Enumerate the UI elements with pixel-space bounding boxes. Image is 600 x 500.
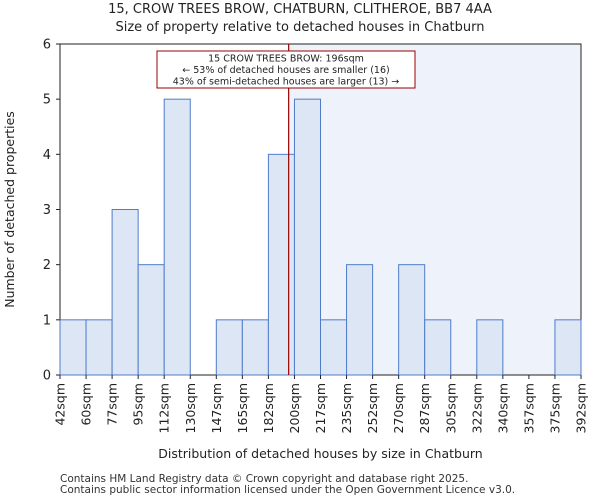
histogram-chart: 0 1 2 3 4 5 6 42sqm 60sqm 77sqm 95sqm 112sqm 130sqm 1… <box>2 38 589 462</box>
histogram-bar <box>267 153 295 376</box>
histogram-bar <box>163 98 191 376</box>
histogram-bar <box>241 319 269 376</box>
histogram-bar <box>346 264 374 376</box>
annotation-line: ← 53% of detached houses are smaller (16… <box>182 65 389 76</box>
chart-title: 15, CROW TREES BROW, CHATBURN, CLITHEROE… <box>108 2 492 17</box>
histogram-bar <box>476 319 504 376</box>
y-tick-label: 1 <box>43 313 51 328</box>
footer-copyright: Contains HM Land Registry data © Crown c… <box>60 473 469 485</box>
x-axis-title: Distribution of detached houses by size … <box>158 446 482 461</box>
x-tick-label: 305sqm <box>443 383 458 433</box>
x-tick-label: 217sqm <box>313 383 328 433</box>
x-tick-label: 287sqm <box>417 383 432 433</box>
x-tick-label: 182sqm <box>261 383 276 433</box>
chart-subtitle: Size of property relative to detached ho… <box>115 20 485 35</box>
histogram-bar <box>137 264 165 376</box>
x-tick-label: 357sqm <box>521 383 536 433</box>
histogram-bar <box>554 319 582 376</box>
x-tick-label: 42sqm <box>53 383 68 426</box>
y-tick-label: 6 <box>43 38 51 53</box>
x-tick-label: 200sqm <box>287 383 302 433</box>
x-tick-label: 270sqm <box>391 383 406 433</box>
x-tick-label: 322sqm <box>469 383 484 433</box>
histogram-bar <box>424 319 452 376</box>
x-tick-label: 165sqm <box>235 383 250 433</box>
x-tick-label: 77sqm <box>105 383 120 426</box>
y-tick-label: 0 <box>43 369 51 384</box>
y-tick-label: 2 <box>43 258 51 273</box>
y-tick-label: 3 <box>43 203 51 218</box>
histogram-bar <box>215 319 243 376</box>
histogram-bar <box>398 264 426 376</box>
footer-licence: Contains public sector information licen… <box>60 484 516 496</box>
x-tick-label: 60sqm <box>79 383 94 426</box>
y-tick-label: 5 <box>43 93 51 108</box>
annotation-line: 43% of semi-detached houses are larger (… <box>173 77 400 88</box>
histogram-bar <box>111 209 139 376</box>
x-tick-label: 235sqm <box>339 383 354 433</box>
y-tick-label: 4 <box>43 148 51 163</box>
x-tick-label: 112sqm <box>157 383 172 433</box>
histogram-bar <box>59 319 87 376</box>
histogram-bar <box>85 319 113 376</box>
x-tick-label: 252sqm <box>365 383 380 433</box>
x-tick-label: 392sqm <box>574 383 589 433</box>
histogram-bar <box>293 98 322 376</box>
annotation-line: 15 CROW TREES BROW: 196sqm <box>208 54 364 65</box>
x-tick-label: 95sqm <box>131 383 146 426</box>
x-tick-label: 130sqm <box>183 383 198 433</box>
annotation-box <box>156 50 416 89</box>
histogram-bar <box>320 319 348 376</box>
x-tick-label: 147sqm <box>209 383 224 433</box>
y-axis-title: Number of detached properties <box>2 111 17 308</box>
x-tick-label: 340sqm <box>495 383 510 433</box>
x-tick-label: 375sqm <box>547 383 562 433</box>
